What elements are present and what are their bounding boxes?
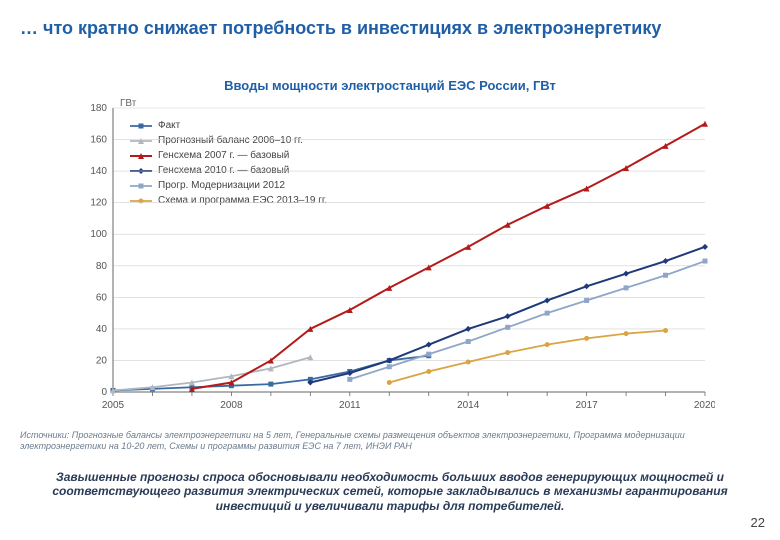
svg-text:40: 40: [96, 324, 108, 335]
conclusion-text: Завышенные прогнозы спроса обосновывали …: [20, 470, 760, 513]
svg-text:2011: 2011: [339, 400, 361, 411]
series-Генсхема-2007-г.-—-базовый: [189, 121, 708, 392]
svg-text:0: 0: [101, 387, 107, 398]
svg-text:2014: 2014: [457, 400, 480, 411]
svg-text:2017: 2017: [575, 400, 598, 411]
svg-text:80: 80: [96, 261, 108, 272]
svg-text:2020: 2020: [694, 400, 715, 411]
slide-title: … что кратно снижает потребность в инвес…: [20, 18, 760, 39]
svg-text:20: 20: [96, 355, 108, 366]
svg-text:100: 100: [90, 229, 107, 240]
svg-text:2005: 2005: [102, 400, 125, 411]
chart-area: 0 20 40 60 80 100 120 140 160 180 2005 2008 2011 2014…: [75, 100, 715, 420]
svg-text:180: 180: [90, 103, 107, 114]
svg-text:2008: 2008: [220, 400, 243, 411]
svg-text:60: 60: [96, 292, 108, 303]
series-Генсхема-2010-г.-—-базовый: [307, 244, 708, 386]
sources-text: Источники: Прогнозные балансы электроэне…: [20, 430, 760, 452]
page-number: 22: [751, 515, 765, 530]
chart-subtitle: Вводы мощности электростанций ЕЭС России…: [0, 78, 780, 93]
svg-text:120: 120: [90, 198, 107, 209]
series-Прогр.-Модернизации-2012: [347, 259, 707, 382]
svg-text:160: 160: [90, 135, 107, 146]
svg-text:140: 140: [90, 166, 107, 177]
